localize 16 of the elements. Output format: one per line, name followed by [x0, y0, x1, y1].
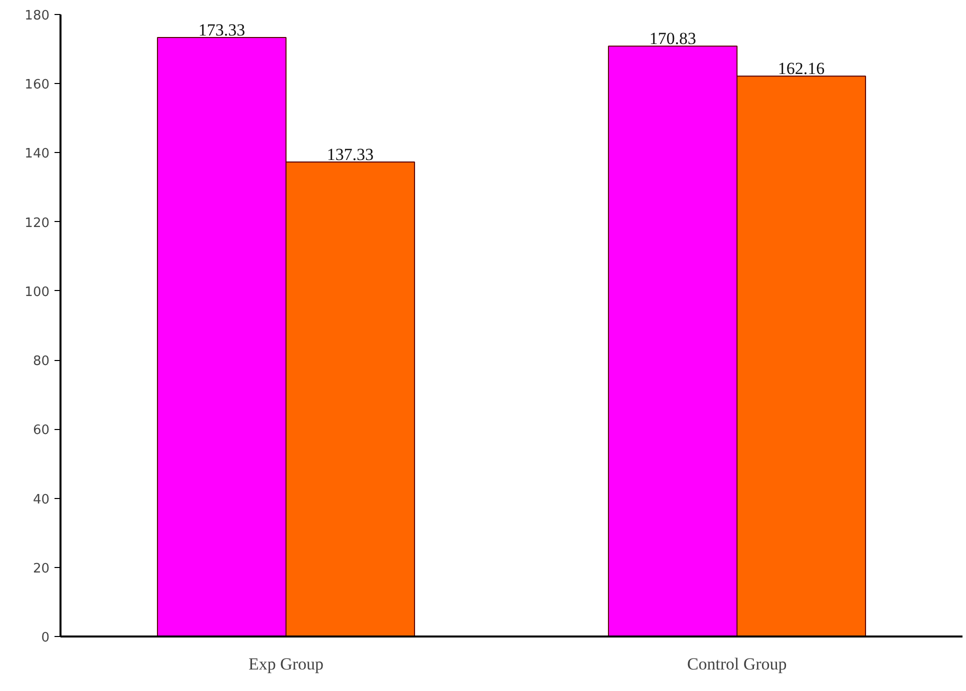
y-tick-label: 80 — [32, 354, 50, 370]
y-tick-label: 180 — [24, 8, 50, 24]
y-tick-label: 60 — [32, 423, 50, 438]
y-tick-label: 20 — [32, 561, 50, 576]
y-tick-label: 120 — [24, 216, 50, 231]
data-label: 173.33 — [198, 20, 246, 40]
y-tick-label: 40 — [32, 492, 50, 508]
y-tick-label: 160 — [24, 78, 50, 93]
x-tick-label: Control Group — [687, 654, 787, 674]
data-label: 137.33 — [326, 144, 374, 164]
data-label: 162.16 — [778, 59, 825, 78]
y-tick-label: 140 — [24, 146, 50, 162]
y-tick-label: 0 — [41, 630, 50, 646]
y-tick-label: 100 — [24, 284, 50, 300]
x-tick-label: Exp Group — [248, 654, 324, 674]
data-label: 170.83 — [649, 29, 696, 48]
